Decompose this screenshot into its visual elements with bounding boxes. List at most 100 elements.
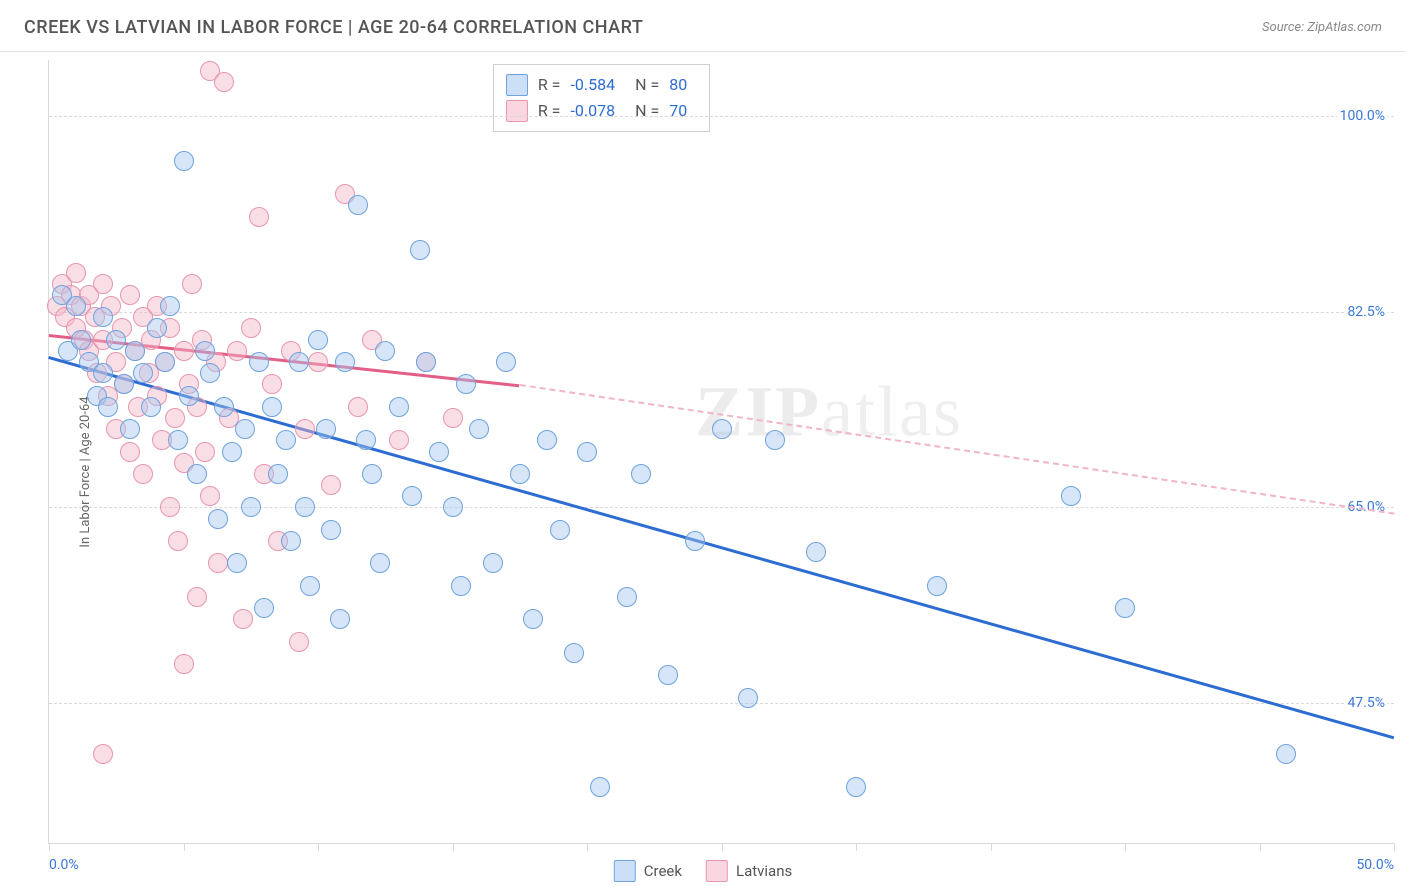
x-tick [49, 843, 50, 851]
scatter-point-creek [227, 553, 247, 573]
scatter-point-creek [241, 497, 261, 517]
scatter-point-latvians [233, 609, 253, 629]
x-tick [184, 843, 185, 851]
scatter-point-latvians [262, 374, 282, 394]
stat-r-label: R = [538, 99, 561, 123]
x-min-label: 0.0% [49, 857, 79, 873]
x-tick [1125, 843, 1126, 851]
scatter-point-creek [249, 352, 269, 372]
x-tick [318, 843, 319, 851]
scatter-point-creek [631, 464, 651, 484]
scatter-point-latvians [249, 207, 269, 227]
scatter-point-creek [300, 576, 320, 596]
scatter-point-latvians [389, 430, 409, 450]
scatter-point-creek [402, 486, 422, 506]
legend-swatch [506, 100, 528, 122]
trend-line-latvians-dash [519, 384, 1394, 515]
stat-n-value: 70 [669, 99, 687, 123]
scatter-point-creek [208, 509, 228, 529]
watermark: ZIPatlas [695, 371, 963, 454]
scatter-point-creek [429, 442, 449, 462]
scatter-point-creek [93, 363, 113, 383]
scatter-point-creek [738, 688, 758, 708]
scatter-point-creek [577, 442, 597, 462]
scatter-point-creek [268, 464, 288, 484]
scatter-point-creek [510, 464, 530, 484]
scatter-point-latvians [174, 654, 194, 674]
scatter-point-creek [187, 464, 207, 484]
scatter-point-creek [550, 520, 570, 540]
scatter-point-creek [125, 341, 145, 361]
scatter-point-latvians [168, 531, 188, 551]
scatter-point-creek [483, 553, 503, 573]
legend-label: Creek [644, 862, 682, 880]
scatter-point-latvians [195, 442, 215, 462]
scatter-point-latvians [289, 632, 309, 652]
scatter-point-latvians [214, 72, 234, 92]
scatter-point-creek [806, 542, 826, 562]
scatter-point-creek [523, 609, 543, 629]
legend-label: Latvians [736, 862, 792, 880]
scatter-point-latvians [93, 744, 113, 764]
x-max-label: 50.0% [1356, 857, 1394, 873]
scatter-point-creek [685, 531, 705, 551]
chart-title: CREEK VS LATVIAN IN LABOR FORCE | AGE 20… [24, 17, 643, 38]
scatter-point-creek [1061, 486, 1081, 506]
scatter-point-creek [174, 151, 194, 171]
scatter-point-creek [564, 643, 584, 663]
chart-source: Source: ZipAtlas.com [1262, 20, 1382, 35]
scatter-point-creek [590, 777, 610, 797]
gridline [49, 312, 1394, 313]
plot-region: ZIPatlas R =-0.584N =80R =-0.078N =70 47… [48, 60, 1394, 844]
legend-swatch [506, 74, 528, 96]
scatter-point-creek [469, 419, 489, 439]
chart-header: CREEK VS LATVIAN IN LABOR FORCE | AGE 20… [0, 0, 1406, 52]
scatter-point-creek [496, 352, 516, 372]
scatter-point-creek [289, 352, 309, 372]
scatter-point-creek [133, 363, 153, 383]
stats-row: R =-0.584N =80 [506, 73, 697, 97]
scatter-point-creek [141, 397, 161, 417]
scatter-point-creek [93, 307, 113, 327]
x-tick [991, 843, 992, 851]
scatter-point-latvians [208, 553, 228, 573]
scatter-point-creek [235, 419, 255, 439]
scatter-point-creek [147, 318, 167, 338]
scatter-point-creek [155, 352, 175, 372]
scatter-point-creek [1276, 744, 1296, 764]
scatter-point-creek [295, 497, 315, 517]
scatter-point-latvians [165, 408, 185, 428]
x-tick [856, 843, 857, 851]
scatter-point-latvians [321, 475, 341, 495]
scatter-point-latvians [182, 274, 202, 294]
scatter-point-creek [330, 609, 350, 629]
scatter-point-creek [443, 497, 463, 517]
scatter-point-creek [537, 430, 557, 450]
scatter-point-creek [335, 352, 355, 372]
scatter-point-creek [262, 397, 282, 417]
scatter-point-creek [416, 352, 436, 372]
scatter-point-creek [114, 374, 134, 394]
legend-swatch [706, 860, 728, 882]
scatter-point-creek [370, 553, 390, 573]
scatter-point-creek [356, 430, 376, 450]
stat-n-label: N = [635, 99, 659, 123]
scatter-point-latvians [66, 263, 86, 283]
scatter-point-creek [106, 330, 126, 350]
scatter-point-creek [375, 341, 395, 361]
series-legend: Creek Latvians [614, 860, 792, 882]
x-tick [453, 843, 454, 851]
scatter-point-latvians [133, 464, 153, 484]
scatter-point-creek [321, 520, 341, 540]
scatter-point-creek [846, 777, 866, 797]
scatter-point-latvians [174, 341, 194, 361]
x-tick [1394, 843, 1395, 851]
scatter-point-creek [765, 430, 785, 450]
stats-legend-box: R =-0.584N =80R =-0.078N =70 [493, 64, 710, 132]
scatter-point-creek [316, 419, 336, 439]
stat-r-label: R = [538, 73, 561, 97]
x-tick [722, 843, 723, 851]
scatter-point-creek [348, 195, 368, 215]
scatter-point-latvians [227, 341, 247, 361]
stat-r-value: -0.584 [570, 73, 615, 97]
